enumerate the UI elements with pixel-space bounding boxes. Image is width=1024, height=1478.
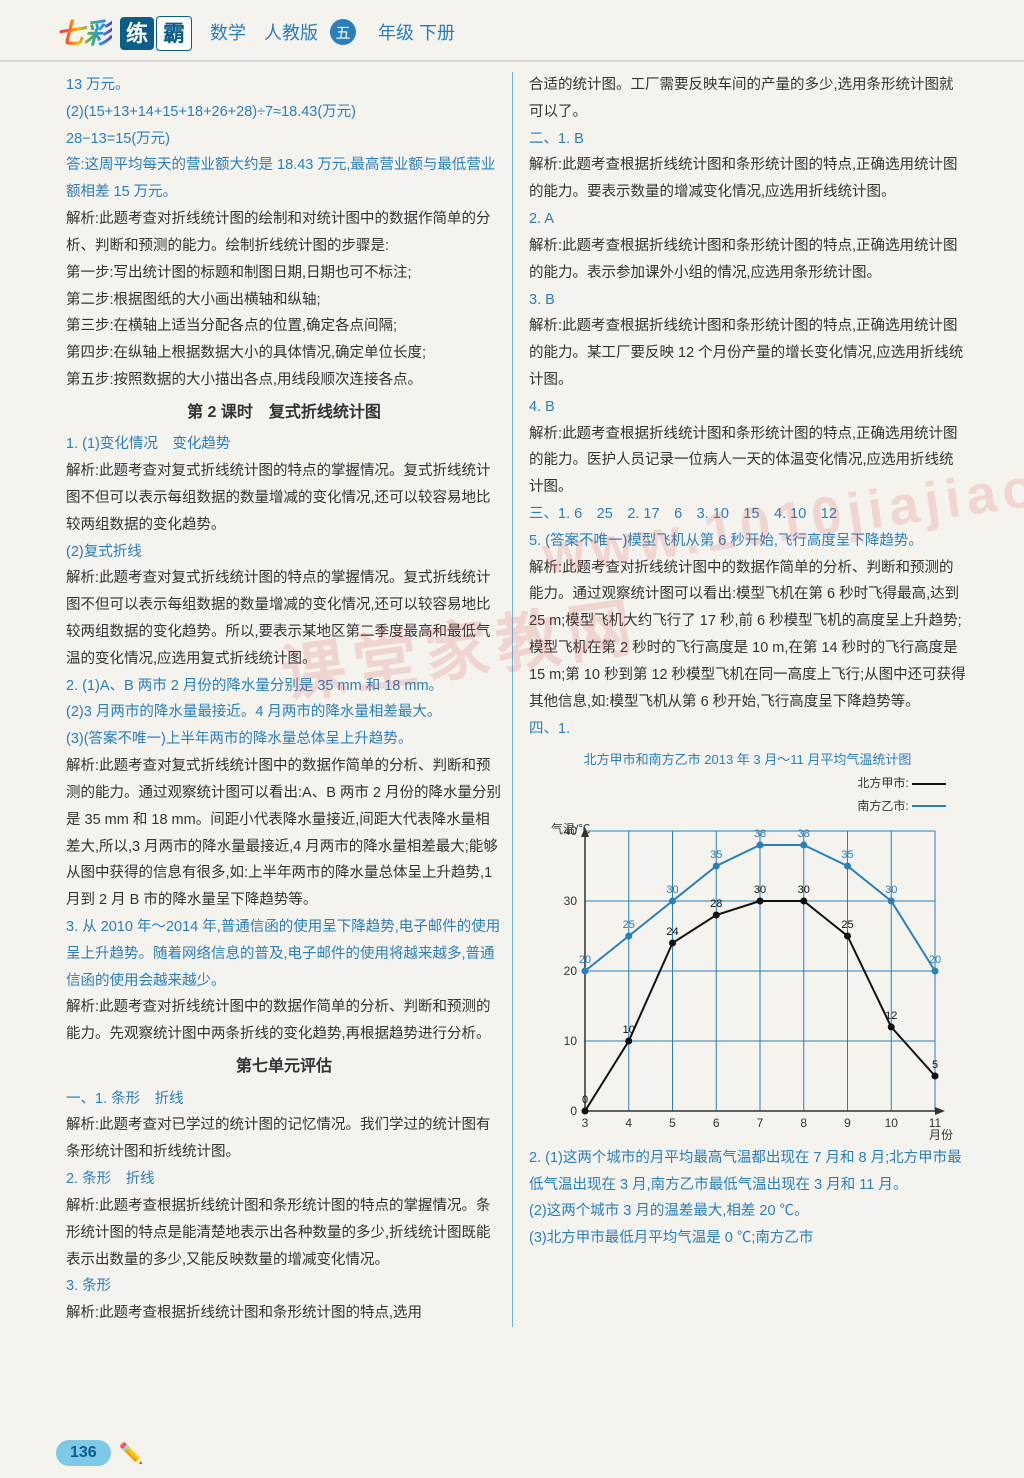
legend-b-label: 南方乙市: (857, 799, 908, 813)
r-q2c: (3)北方甲市最低月平均气温是 0 ℃;南方乙市 (529, 1225, 966, 1252)
u7-3-expl: 解析:此题考查根据折线统计图和条形统计图的特点,选用 (66, 1300, 502, 1327)
chart-legend: 北方甲市: 南方乙市: (529, 772, 946, 816)
grade-circle: 五 (330, 19, 356, 45)
grade-tail: 年级 下册 (378, 19, 455, 45)
r-q2a: 2. (1)这两个城市的月平均最高气温都出现在 7 月和 8 月;北方甲市最低气… (529, 1145, 966, 1199)
l-p02: (2)(15+13+14+15+18+26+28)÷7≈18.43(万元) (66, 99, 502, 126)
pencil-icon: ✏️ (119, 1441, 144, 1466)
r-s2-3-expl: 解析:此题考查根据折线统计图和条形统计图的特点,正确选用统计图的能力。某工厂要反… (529, 313, 966, 393)
page-footer: 136 ✏️ (56, 1440, 144, 1466)
l-q1b-expl: 解析:此题考查对复式折线统计图的特点的掌握情况。复式折线统计图不但可以表示每组数… (66, 565, 502, 672)
svg-text:25: 25 (841, 919, 853, 931)
svg-text:38: 38 (754, 828, 766, 840)
svg-text:7: 7 (757, 1116, 764, 1130)
subject-label: 数学 (210, 19, 246, 45)
content-columns: 13 万元。 (2)(15+13+14+15+18+26+28)÷7≈18.43… (0, 62, 1024, 1327)
svg-text:6: 6 (713, 1116, 720, 1130)
u7-1: 一、1. 条形 折线 (66, 1086, 502, 1113)
svg-text:9: 9 (844, 1116, 851, 1130)
svg-text:0: 0 (570, 1104, 577, 1118)
l-p06: 第一步:写出统计图的标题和制图日期,日期也可不标注; (66, 260, 502, 287)
l-q2c: (3)(答案不唯一)上半年两市的降水量总体呈上升趋势。 (66, 726, 502, 753)
svg-text:30: 30 (798, 884, 810, 896)
l-p05: 解析:此题考查对折线统计图的绘制和对统计图中的数据作简单的分析、判断和预测的能力… (66, 206, 502, 260)
logo-badge-a: 练 (120, 17, 154, 50)
logo-badge-b: 霸 (156, 16, 192, 51)
r-s2-1: 二、1. B (529, 126, 966, 153)
svg-text:35: 35 (841, 849, 853, 861)
l-p10: 第五步:按照数据的大小描出各点,用线段顺次连接各点。 (66, 367, 502, 394)
svg-text:30: 30 (754, 884, 766, 896)
logo-badge-wrap: 练霸 (120, 16, 192, 48)
svg-text:25: 25 (623, 919, 635, 931)
r-s2-3: 3. B (529, 287, 966, 314)
svg-text:20: 20 (929, 954, 941, 966)
left-column: 13 万元。 (2)(15+13+14+15+18+26+28)÷7≈18.43… (56, 72, 513, 1327)
svg-text:20: 20 (579, 954, 591, 966)
l-p04: 答:这周平均每天的营业额大约是 18.43 万元,最高营业额与最低营业额相差 1… (66, 152, 502, 206)
l-q2-expl: 解析:此题考查对复式折线统计图中的数据作简单的分析、判断和预测的能力。通过观察统… (66, 753, 502, 914)
svg-text:0: 0 (582, 1094, 588, 1106)
svg-text:24: 24 (666, 926, 678, 938)
r-s5: 5. (答案不唯一)模型飞机从第 6 秒开始,飞行高度呈下降趋势。 (529, 528, 966, 555)
svg-text:5: 5 (669, 1116, 676, 1130)
right-column: 合适的统计图。工厂需要反映车间的产量的多少,选用条形统计图就可以了。 二、1. … (519, 72, 976, 1327)
svg-text:30: 30 (885, 884, 897, 896)
r-s2-4: 4. B (529, 394, 966, 421)
l-q1a: 1. (1)变化情况 变化趋势 (66, 431, 502, 458)
r-s2-1-expl: 解析:此题考查根据折线统计图和条形统计图的特点,正确选用统计图的能力。要表示数量… (529, 152, 966, 206)
svg-text:30: 30 (666, 884, 678, 896)
page-header: 七彩 练霸 数学 人教版 五 年级 下册 (0, 0, 1024, 62)
section2-title: 第 2 课时 复式折线统计图 (66, 398, 502, 428)
logo-colorful: 七彩 (56, 12, 112, 52)
r-s5-expl: 解析:此题考查对折线统计图中的数据作简单的分析、判断和预测的能力。通过观察统计图… (529, 555, 966, 716)
chart-svg: 01020304034567891011气温/℃月份01024283030251… (535, 821, 955, 1141)
svg-text:月份: 月份 (929, 1128, 953, 1141)
l-q2b: (2)3 月两市的降水量最接近。4 月两市的降水量相差最大。 (66, 699, 502, 726)
r-s2-2-expl: 解析:此题考查根据折线统计图和条形统计图的特点,正确选用统计图的能力。表示参加课… (529, 233, 966, 287)
l-q3-expl: 解析:此题考查对折线统计图中的数据作简单的分析、判断和预测的能力。先观察统计图中… (66, 994, 502, 1048)
svg-text:3: 3 (582, 1116, 589, 1130)
l-p01: 13 万元。 (66, 72, 502, 99)
l-q1a-expl: 解析:此题考查对复式折线统计图的特点的掌握情况。复式折线统计图不但可以表示每组数… (66, 458, 502, 538)
temperature-chart: 01020304034567891011气温/℃月份01024283030251… (535, 821, 955, 1141)
u7-2: 2. 条形 折线 (66, 1166, 502, 1193)
svg-text:8: 8 (800, 1116, 807, 1130)
svg-text:35: 35 (710, 849, 722, 861)
l-p07: 第二步:根据图纸的大小画出横轴和纵轴; (66, 287, 502, 314)
legend-a-label: 北方甲市: (857, 776, 908, 790)
legend-a-line (912, 783, 946, 785)
unit7-title: 第七单元评估 (66, 1052, 502, 1082)
svg-text:4: 4 (625, 1116, 632, 1130)
r-s3: 三、1. 6 25 2. 17 6 3. 10 15 4. 10 12 (529, 501, 966, 528)
edition-label: 人教版 (264, 19, 318, 45)
r-s2-2: 2. A (529, 206, 966, 233)
svg-text:10: 10 (885, 1116, 899, 1130)
svg-text:10: 10 (564, 1034, 578, 1048)
r-p01: 合适的统计图。工厂需要反映车间的产量的多少,选用条形统计图就可以了。 (529, 72, 966, 126)
l-p08: 第三步:在横轴上适当分配各点的位置,确定各点间隔; (66, 313, 502, 340)
page-number: 136 (56, 1440, 111, 1466)
svg-text:20: 20 (564, 964, 578, 978)
svg-text:气温/℃: 气温/℃ (551, 821, 590, 836)
r-s4-head: 四、1. (529, 716, 966, 743)
svg-text:12: 12 (885, 1010, 897, 1022)
l-q1b: (2)复式折线 (66, 539, 502, 566)
u7-3: 3. 条形 (66, 1273, 502, 1300)
l-q3: 3. 从 2010 年～2014 年,普通信函的使用呈下降趋势,电子邮件的使用呈… (66, 914, 502, 994)
u7-2-expl: 解析:此题考查根据折线统计图和条形统计图的特点的掌握情况。条形统计图的特点是能清… (66, 1193, 502, 1273)
svg-text:30: 30 (564, 894, 578, 908)
r-s2-4-expl: 解析:此题考查根据折线统计图和条形统计图的特点,正确选用统计图的能力。医护人员记… (529, 421, 966, 501)
svg-text:5: 5 (932, 1059, 938, 1071)
u7-1-expl: 解析:此题考查对已学过的统计图的记忆情况。我们学过的统计图有条形统计图和折线统计… (66, 1112, 502, 1166)
l-p03: 28−13=15(万元) (66, 126, 502, 153)
r-q2b: (2)这两个城市 3 月的温差最大,相差 20 ℃。 (529, 1198, 966, 1225)
svg-text:38: 38 (798, 828, 810, 840)
svg-text:10: 10 (623, 1024, 635, 1036)
svg-text:28: 28 (710, 898, 722, 910)
chart-title: 北方甲市和南方乙市 2013 年 3 月～11 月平均气温统计图 (529, 748, 966, 772)
legend-b-line (912, 805, 946, 807)
l-p09: 第四步:在纵轴上根据数据大小的具体情况,确定单位长度; (66, 340, 502, 367)
l-q2: 2. (1)A、B 两市 2 月份的降水量分别是 35 mm 和 18 mm。 (66, 673, 502, 700)
